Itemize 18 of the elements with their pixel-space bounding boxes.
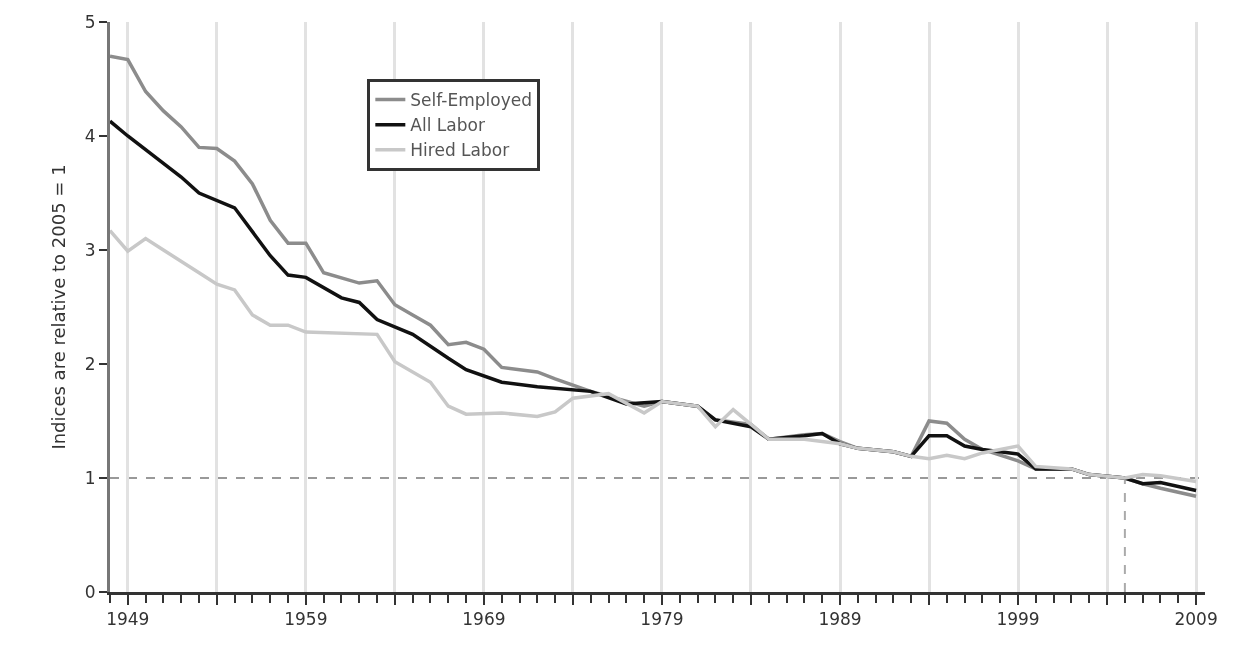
x-tick-label: 1999 [996,609,1040,630]
x-tick-label: 1959 [284,609,328,630]
x-tick-label: 1949 [106,609,150,630]
y-tick-label: 3 [84,239,96,260]
y-tick-label: 0 [84,581,96,602]
x-tick-label: 1989 [818,609,862,630]
x-tick-label: 2009 [1174,609,1218,630]
legend-label: Self-Employed [410,90,533,111]
y-tick-label: 5 [84,11,96,32]
line-series [110,228,1198,484]
y-tick-label: 2 [84,353,96,374]
y-axis-title: Indices are relative to 2005 = 1 [47,164,69,450]
y-tick-label: 1 [84,467,96,488]
x-tick-label: 1979 [640,609,684,630]
x-tick-label: 1969 [462,609,506,630]
legend-label: All Labor [410,115,485,136]
legend-label: Hired Labor [410,140,510,161]
y-tick-label: 4 [84,125,96,146]
